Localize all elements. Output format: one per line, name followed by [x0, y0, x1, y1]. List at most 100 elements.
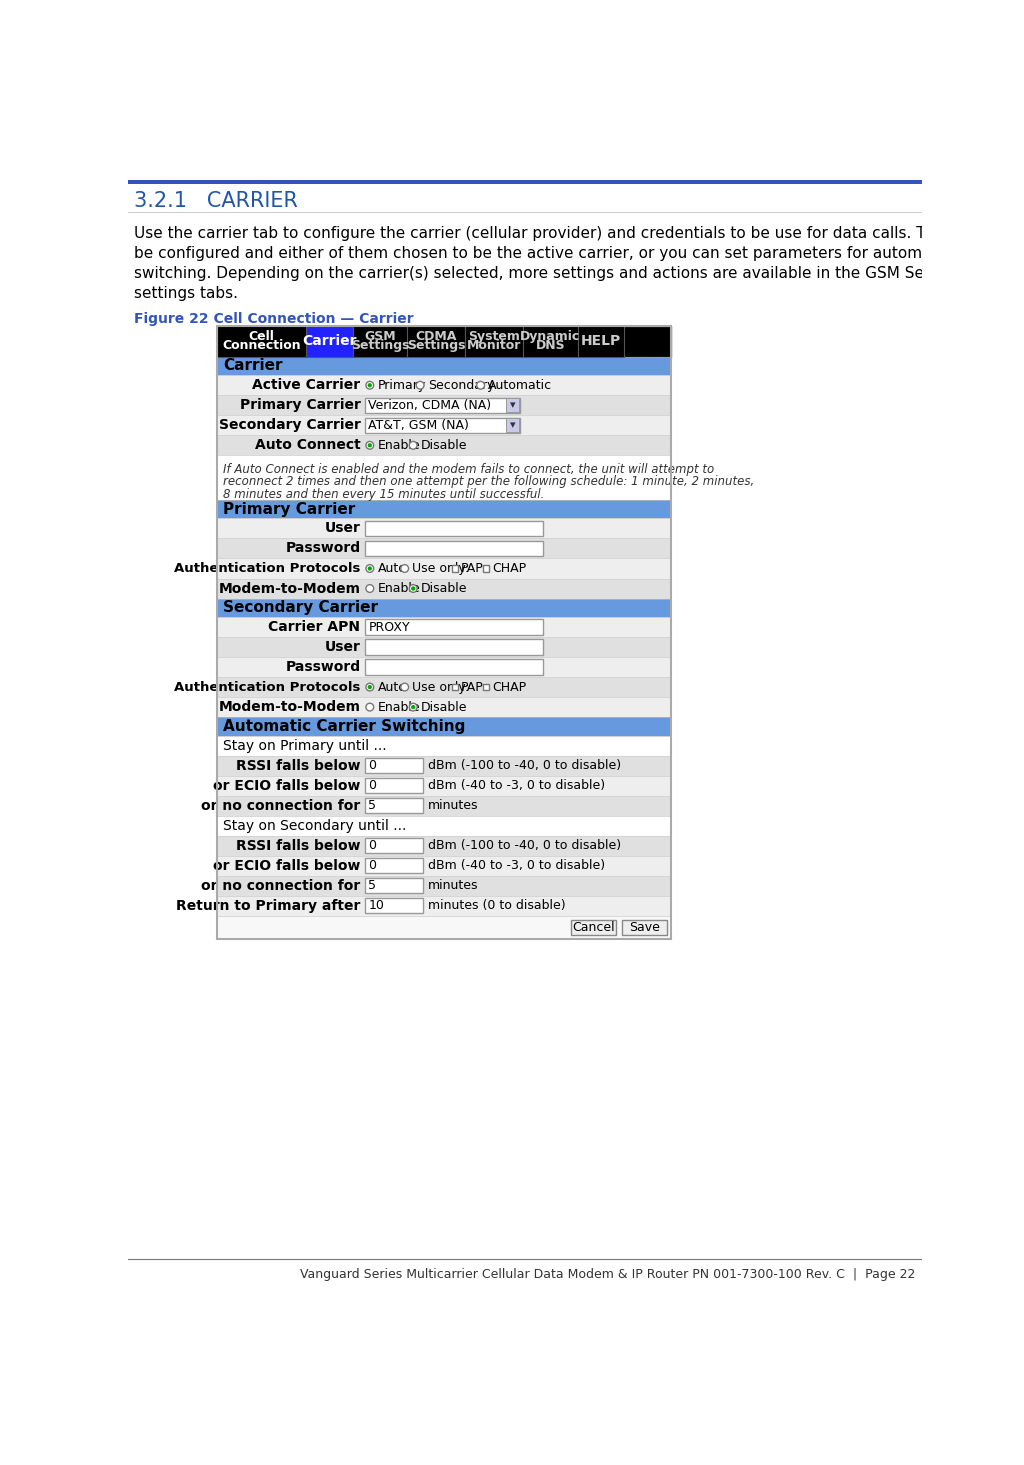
Text: dBm (-40 to -3, 0 to disable): dBm (-40 to -3, 0 to disable)	[428, 858, 605, 872]
Text: 0: 0	[369, 759, 376, 772]
Bar	[217, 357, 671, 375]
Circle shape	[368, 686, 372, 689]
Text: System: System	[468, 330, 520, 343]
Text: reconnect 2 times and then one attempt per the following schedule: 1 minute, 2 m: reconnect 2 times and then one attempt p…	[223, 475, 755, 488]
Text: Carrier: Carrier	[223, 359, 283, 374]
Text: Password: Password	[286, 661, 360, 674]
Text: Primary Carrier: Primary Carrier	[223, 501, 355, 517]
Text: Auto: Auto	[378, 681, 407, 693]
Text: If Auto Connect is enabled and the modem fails to connect, the unit will attempt: If Auto Connect is enabled and the modem…	[223, 463, 715, 476]
Circle shape	[368, 382, 372, 387]
Bar	[217, 697, 671, 716]
Text: Enable: Enable	[378, 582, 420, 595]
Bar	[217, 325, 306, 357]
Circle shape	[366, 585, 374, 592]
Bar	[366, 541, 544, 557]
Circle shape	[477, 381, 484, 390]
Text: Use only:: Use only:	[413, 563, 470, 574]
Circle shape	[417, 381, 424, 390]
Bar	[622, 920, 667, 935]
Text: User: User	[325, 640, 360, 653]
Text: or no connection for: or no connection for	[202, 879, 360, 892]
Bar	[217, 456, 671, 500]
Text: Authentication Protocols: Authentication Protocols	[174, 681, 360, 693]
Text: Disable: Disable	[421, 700, 467, 713]
Text: Automatic: Automatic	[488, 379, 553, 391]
Bar	[217, 396, 671, 415]
Text: Secondary Carrier: Secondary Carrier	[219, 419, 360, 432]
Bar	[217, 415, 671, 435]
Text: 10: 10	[369, 900, 384, 913]
Text: Cancel: Cancel	[572, 921, 615, 933]
Bar	[217, 756, 671, 775]
Text: ▾: ▾	[510, 420, 515, 431]
Circle shape	[366, 703, 374, 711]
Text: PAP: PAP	[461, 563, 484, 574]
Text: Settings: Settings	[350, 340, 410, 353]
Text: Monitor: Monitor	[467, 340, 521, 353]
Text: 0: 0	[369, 858, 376, 872]
Bar	[452, 565, 458, 571]
Bar	[217, 637, 671, 656]
Text: Carrier: Carrier	[302, 334, 356, 349]
Text: Secondary: Secondary	[428, 379, 495, 391]
Text: 3.2.1   CARRIER: 3.2.1 CARRIER	[134, 192, 298, 211]
Text: Use the carrier tab to configure the carrier (cellular provider) and credentials: Use the carrier tab to configure the car…	[134, 226, 1024, 240]
Bar	[578, 325, 624, 357]
Bar	[217, 579, 671, 599]
Text: 5: 5	[369, 879, 376, 892]
Text: User: User	[325, 522, 360, 536]
Bar	[465, 325, 523, 357]
Text: minutes: minutes	[428, 800, 478, 812]
Text: Cell: Cell	[249, 330, 274, 343]
Bar	[366, 520, 544, 536]
Bar	[217, 500, 671, 519]
Bar	[217, 539, 671, 558]
Text: CDMA: CDMA	[416, 330, 457, 343]
Text: Stay on Secondary until ...: Stay on Secondary until ...	[223, 819, 407, 832]
Text: AT&T, GSM (NA): AT&T, GSM (NA)	[369, 419, 469, 432]
Bar	[366, 418, 520, 434]
Text: Connection: Connection	[222, 340, 301, 353]
Bar	[571, 920, 616, 935]
Text: Disable: Disable	[421, 582, 467, 595]
Circle shape	[410, 703, 417, 711]
Bar	[217, 519, 671, 539]
Text: PAP: PAP	[461, 681, 484, 693]
Bar	[217, 617, 671, 637]
Text: 0: 0	[369, 839, 376, 853]
Bar	[217, 735, 671, 756]
Text: Figure 22 Cell Connection — Carrier: Figure 22 Cell Connection — Carrier	[134, 312, 414, 327]
Bar	[366, 898, 423, 914]
Bar	[306, 325, 352, 357]
Text: Auto: Auto	[378, 563, 407, 574]
Text: Active Carrier: Active Carrier	[252, 378, 360, 393]
Text: Return to Primary after: Return to Primary after	[176, 898, 360, 913]
Text: be configured and either of them chosen to be the active carrier, or you can set: be configured and either of them chosen …	[134, 246, 1006, 261]
Bar	[506, 419, 518, 432]
Bar	[217, 816, 671, 835]
Text: minutes (0 to disable): minutes (0 to disable)	[428, 900, 565, 913]
Text: Verizon, CDMA (NA): Verizon, CDMA (NA)	[369, 398, 492, 412]
Text: switching. Depending on the carrier(s) selected, more settings and actions are a: switching. Depending on the carrier(s) s…	[134, 265, 1024, 281]
Text: Primary: Primary	[378, 379, 426, 391]
Bar	[506, 398, 518, 412]
Bar	[217, 325, 671, 357]
Circle shape	[400, 564, 409, 573]
Text: Enable: Enable	[378, 440, 420, 451]
Bar	[483, 565, 489, 571]
Text: 0: 0	[369, 779, 376, 793]
Text: 5: 5	[369, 800, 376, 812]
Text: Primary Carrier: Primary Carrier	[240, 398, 360, 412]
Bar	[366, 858, 423, 873]
Text: Dynamic: Dynamic	[520, 330, 581, 343]
Text: Modem-to-Modem: Modem-to-Modem	[218, 582, 360, 595]
Text: CHAP: CHAP	[493, 563, 526, 574]
Text: Authentication Protocols: Authentication Protocols	[174, 563, 360, 574]
Text: Save: Save	[629, 921, 659, 933]
Bar	[217, 656, 671, 677]
Text: or ECIO falls below: or ECIO falls below	[213, 778, 360, 793]
Text: Settings: Settings	[407, 340, 465, 353]
Bar	[407, 325, 465, 357]
Text: or no connection for: or no connection for	[202, 798, 360, 813]
